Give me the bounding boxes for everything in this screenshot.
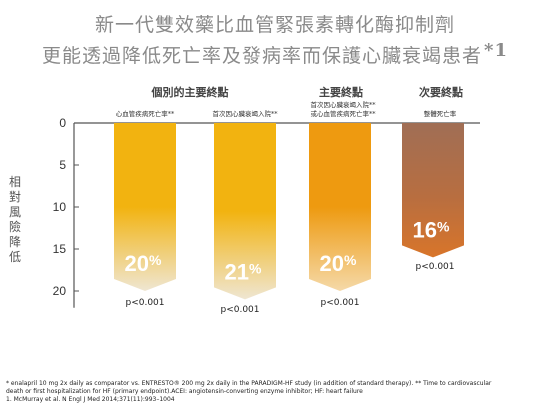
bar-value-label-3: 16%	[413, 217, 450, 242]
group-label-primary: 主要終點	[319, 86, 363, 99]
y-tick-label: 20	[53, 284, 67, 298]
bar-3	[402, 123, 464, 258]
footnote-line-3: 1. McMurray et al. N Engl J Med 2014;371…	[6, 396, 175, 403]
bar-label-1: 首次因心臟衰竭入院**	[212, 110, 278, 118]
y-tick-label: 10	[53, 200, 67, 214]
p-value-2: p<0.001	[320, 298, 360, 308]
y-tick-label: 0	[59, 116, 66, 130]
bar-2	[309, 123, 371, 291]
p-value-3: p<0.001	[415, 262, 455, 272]
bar-label-3: 整體死亡率	[423, 110, 457, 118]
bar-0	[114, 123, 176, 291]
title-line-1: 新一代雙效藥比血管緊張素轉化酶抑制劑	[94, 14, 455, 36]
p-value-1: p<0.001	[220, 305, 260, 315]
bar-value-label-2: 20%	[320, 251, 357, 276]
title-footnote-mark: *1	[484, 40, 508, 61]
title-line-2: 更能透過降低死亡率及發病率而保護心臟衰竭患者 *1	[0, 40, 550, 68]
bar-value-label-1: 21%	[225, 259, 262, 284]
p-value-0: p<0.001	[125, 298, 165, 308]
footnote-line-1: * enalapril 10 mg 2x daily as comparator…	[6, 380, 492, 387]
footnote-line-2: death or first hospitalization for HF (p…	[6, 388, 363, 395]
bar-label-2: 首次因心臟衰竭入院** 或心血管疾病死亡率**	[310, 101, 376, 118]
group-label-secondary: 次要終點	[419, 86, 463, 99]
bar-1	[214, 123, 276, 300]
bar-value-label-0: 20%	[125, 251, 162, 276]
title-line-2-text: 更能透過降低死亡率及發病率而保護心臟衰竭患者	[42, 45, 483, 67]
bar-label-0: 心血管疾病死亡率**	[115, 110, 175, 118]
y-tick-label: 15	[53, 242, 67, 256]
y-axis-label: 相對風險降低	[8, 175, 21, 264]
y-tick-label: 5	[59, 158, 66, 172]
footnotes: * enalapril 10 mg 2x daily as comparator…	[6, 380, 546, 404]
group-label-individual: 個別的主要終點	[151, 86, 229, 99]
